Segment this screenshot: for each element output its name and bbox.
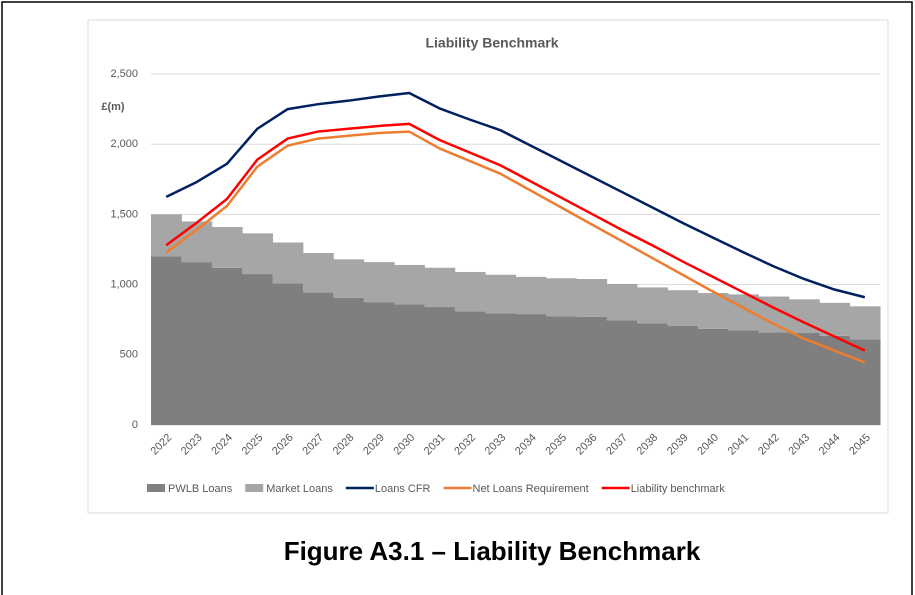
area-step [667,290,699,327]
area-step [272,242,304,284]
area-step [606,283,638,321]
legend-label: Market Loans [266,483,333,495]
figure-caption: Figure A3.1 – Liability Benchmark [284,536,701,566]
line-series [165,122,866,352]
area-step [515,314,547,425]
area-step [545,278,577,317]
area-step [667,326,699,425]
area-step [151,256,182,425]
area-step [485,274,516,314]
legend-label: Liability benchmark [631,483,726,495]
area-step [606,320,638,425]
area-step [181,262,213,425]
area-step [181,221,213,263]
area-step [637,323,668,425]
legend-swatch [245,484,264,492]
area-step [515,276,547,315]
area-step [272,283,304,425]
area-step [758,332,790,425]
area-step [211,267,243,425]
area-step [576,316,608,425]
area-step [454,271,486,312]
y-tick-label: 2,500 [110,68,138,80]
area-step [302,292,334,425]
area-step [576,278,608,317]
area-step [819,335,851,425]
area-step [424,307,456,425]
y-tick-label: 0 [132,419,138,431]
area-step [788,333,820,425]
chart-title: Liability Benchmark [425,35,558,51]
area-step [728,330,759,425]
area-step [849,339,881,425]
area-step [242,274,273,425]
y-tick-label: 2,000 [110,138,138,150]
area-step [819,302,851,336]
area-step [151,214,182,257]
y-axis-label: £(m) [101,101,125,113]
y-tick-label: 1,500 [110,208,138,220]
y-tick-label: 1,000 [110,279,138,291]
area-step [363,262,395,303]
legend-label: PWLB Loans [168,483,233,495]
y-tick-label: 500 [120,349,138,361]
area-step [363,302,395,425]
legend-label: Loans CFR [375,483,431,495]
area-step [211,227,243,268]
area-step [849,306,881,340]
area-step [454,311,486,425]
area-step [424,267,456,308]
area-step [242,233,273,275]
area-step [333,259,365,298]
area-step [545,316,577,425]
area-step [302,253,334,293]
area-step [697,293,729,329]
line-series [165,130,866,364]
area-step [485,313,516,425]
area-step [394,304,425,425]
area-step [697,328,729,425]
legend-swatch [147,484,165,492]
legend-label: Net Loans Requirement [473,483,589,495]
area-step [333,297,365,425]
area-step [394,264,425,305]
line-series [165,91,866,299]
area-step [637,287,668,324]
